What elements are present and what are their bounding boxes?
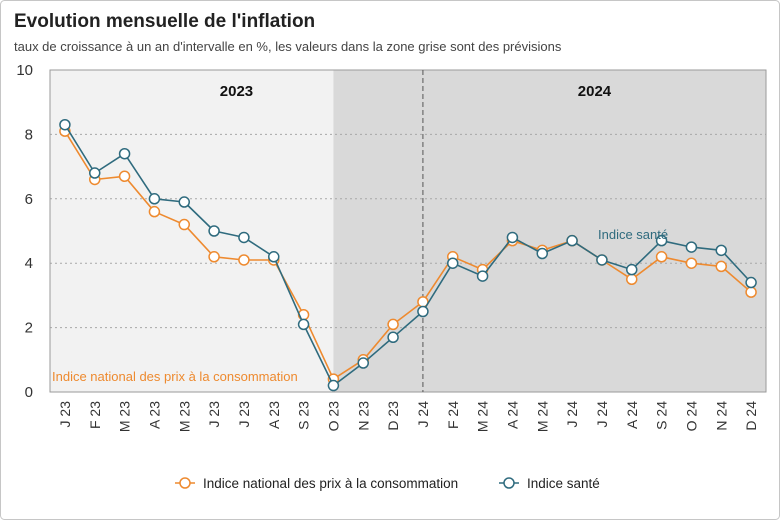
data-point: [208, 251, 220, 263]
x-tick-label: J 23: [206, 401, 222, 428]
x-tick-label: S 23: [296, 401, 312, 430]
y-tick-label: 0: [25, 384, 33, 401]
x-tick-label: N 23: [355, 401, 371, 431]
plot-border: [49, 69, 767, 393]
data-point: [745, 286, 757, 298]
data-point: [148, 205, 161, 218]
data-point: [238, 231, 250, 244]
data-point: [178, 218, 190, 231]
data-point: [89, 167, 101, 179]
data-point: [118, 170, 131, 183]
data-point: [297, 318, 310, 331]
plot-frame: [49, 69, 767, 393]
x-tick-label: J 24: [564, 401, 580, 428]
data-point: [476, 270, 489, 282]
series-layer: [59, 118, 757, 392]
x-tick-label: J 24: [594, 401, 610, 428]
y-tick-label: 8: [25, 126, 33, 143]
data-point: [715, 244, 727, 257]
legend-item-health-index: Indice santé: [499, 476, 600, 491]
data-point: [685, 241, 698, 253]
x-tick-label: A 23: [266, 401, 282, 429]
y-tick-label: 10: [16, 62, 33, 79]
data-point: [566, 234, 578, 247]
data-point: [238, 254, 250, 266]
x-tick-label: M 24: [475, 401, 491, 432]
period-labels: 2023 2024: [220, 83, 612, 100]
data-point: [626, 263, 638, 276]
data-point: [387, 318, 399, 331]
data-point: [387, 331, 399, 344]
x-tick-label: A 24: [504, 401, 520, 429]
legend-marker-cpi: [179, 477, 191, 489]
x-tick-label: J 23: [236, 401, 252, 428]
x-tick-label: O 24: [683, 401, 699, 432]
x-tick-label: M 23: [176, 401, 192, 432]
data-point: [655, 251, 668, 263]
x-tick-label: M 23: [117, 401, 133, 432]
chart-title: Evolution mensuelle de l'inflation: [14, 11, 315, 32]
y-axis: 0 2 4 6 8 10: [16, 62, 33, 401]
x-tick-label: D 24: [743, 401, 759, 431]
data-point: [655, 234, 668, 247]
y-tick-label: 2: [25, 320, 33, 337]
data-point: [327, 379, 340, 392]
data-point: [417, 305, 429, 318]
x-tick-label: M 24: [534, 401, 550, 432]
data-point: [536, 247, 548, 260]
x-tick-label: F 23: [87, 401, 103, 429]
data-point: [506, 231, 519, 244]
legend-marker-health-index: [503, 477, 515, 489]
y-tick-label: 6: [25, 191, 33, 208]
data-point: [59, 118, 71, 131]
legend-label-cpi: Indice national des prix à la consommati…: [203, 476, 458, 491]
data-point: [268, 251, 280, 263]
data-point: [447, 257, 459, 269]
data-point: [745, 276, 757, 289]
x-tick-label: A 23: [146, 401, 162, 429]
x-tick-label: D 23: [385, 401, 401, 431]
y-tick-label: 4: [25, 255, 33, 272]
chart-subtitle: taux de croissance à un an d'intervalle …: [14, 39, 562, 54]
forecast-zone: [333, 70, 766, 392]
data-point: [178, 196, 190, 208]
data-point: [715, 260, 727, 273]
x-tick-label: J 23: [57, 401, 73, 428]
series-1: [59, 118, 757, 392]
period-label-2024: 2024: [578, 83, 612, 100]
data-point: [685, 257, 698, 269]
history-zone: [50, 70, 334, 392]
plot-background: [50, 70, 766, 392]
data-point: [626, 273, 638, 286]
x-tick-label: N 24: [713, 401, 729, 431]
data-point: [357, 357, 369, 369]
annotation-cpi: Indice national des prix à la consommati…: [52, 369, 298, 384]
data-point: [596, 254, 608, 266]
x-tick-label: J 24: [415, 401, 431, 428]
x-tick-label: A 24: [624, 401, 640, 429]
legend-item-cpi: Indice national des prix à la consommati…: [175, 476, 458, 491]
data-point: [208, 225, 220, 237]
annotation-health-index: Indice santé: [598, 227, 668, 242]
x-tick-label: S 24: [654, 401, 670, 430]
legend-label-health-index: Indice santé: [527, 476, 600, 491]
x-tick-label: F 24: [445, 401, 461, 429]
x-axis: J 23 F 23 M 23 A 23 M 23 J 23 J 23 A 23 S 23 O 23…: [57, 401, 759, 432]
gridlines: [50, 133, 766, 329]
data-point: [148, 193, 161, 205]
legend: Indice national des prix à la consommati…: [175, 476, 600, 491]
x-tick-label: O 23: [325, 401, 341, 432]
data-point: [118, 147, 131, 160]
period-label-2023: 2023: [220, 83, 253, 100]
